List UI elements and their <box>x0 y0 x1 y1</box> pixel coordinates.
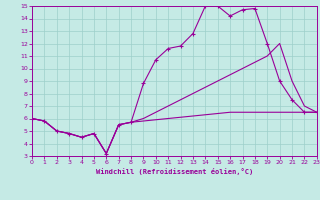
X-axis label: Windchill (Refroidissement éolien,°C): Windchill (Refroidissement éolien,°C) <box>96 168 253 175</box>
